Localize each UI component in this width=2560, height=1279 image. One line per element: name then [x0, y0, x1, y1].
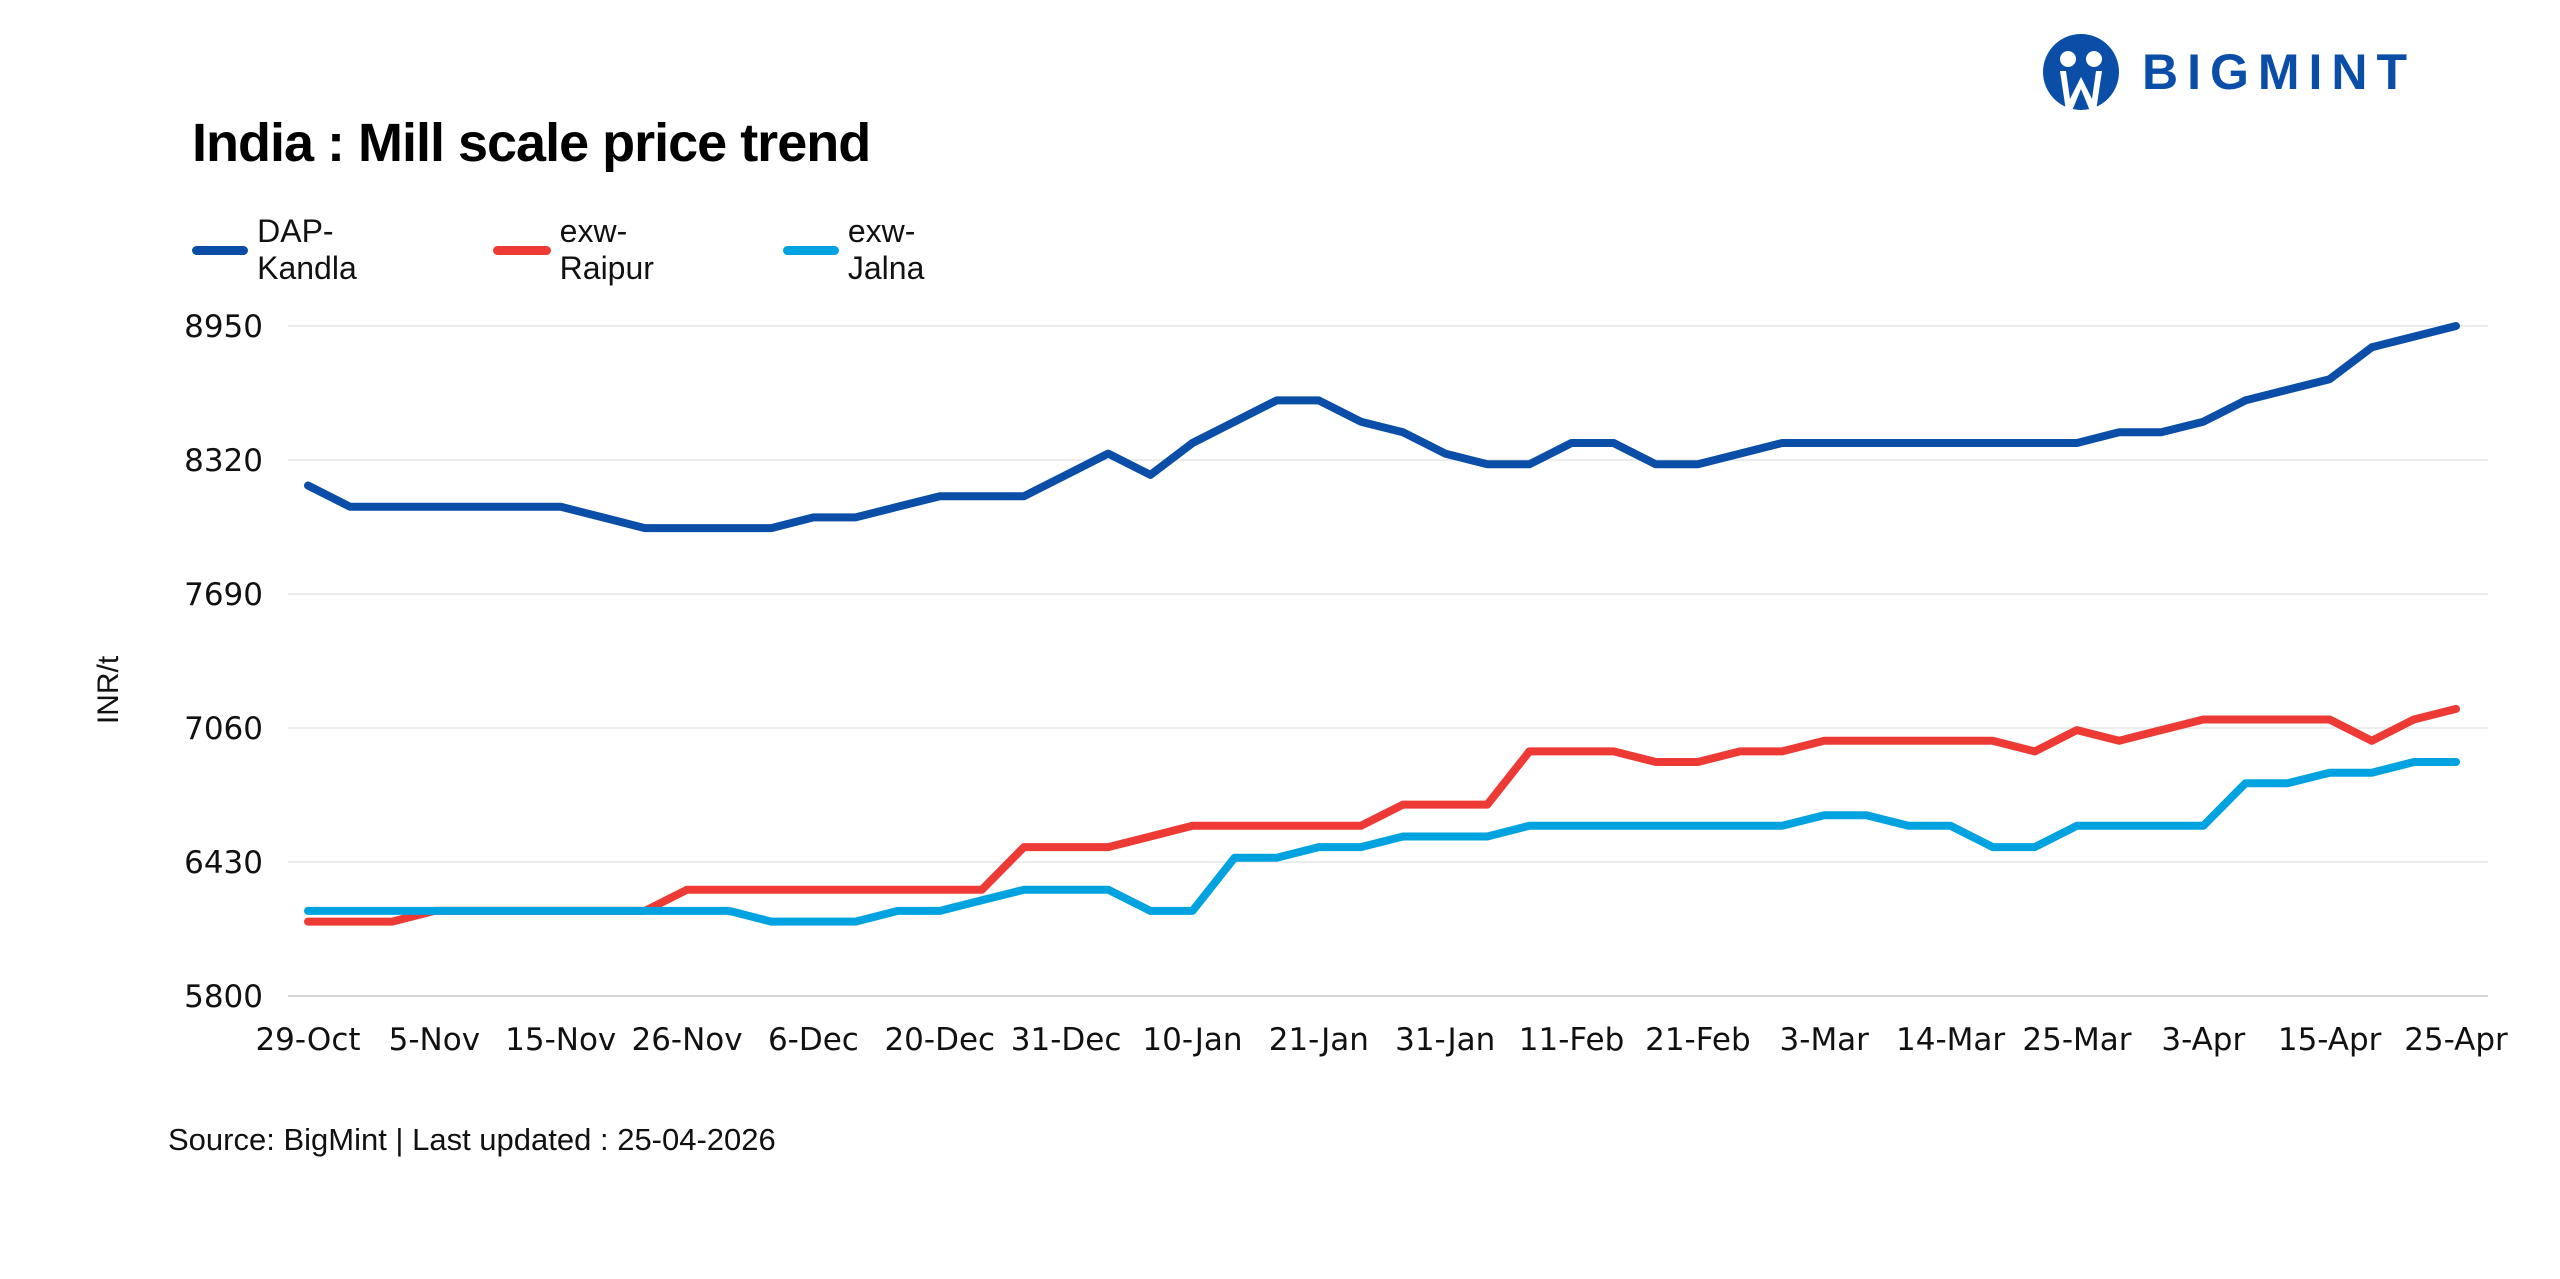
x-tick-label: 10-Jan [1142, 1022, 1242, 1058]
source-note: Source: BigMint | Last updated : 25-04-2… [168, 1122, 776, 1157]
x-tick-label: 11-Feb [1519, 1022, 1625, 1058]
x-tick-label: 15-Apr [2278, 1022, 2382, 1058]
legend-item-dap-kandla: DAP-Kandla [192, 213, 381, 286]
x-tick-label: 31-Dec [1011, 1022, 1122, 1058]
x-tick-label: 25-Apr [2404, 1022, 2508, 1058]
x-tick-label: 3-Mar [1780, 1022, 1870, 1058]
legend-label: exw-Raipur [559, 213, 654, 286]
x-tick-label: 29-Oct [255, 1022, 360, 1058]
y-tick-label: 7060 [184, 711, 263, 747]
x-tick-label: 21-Feb [1645, 1022, 1751, 1058]
x-tick-label: 26-Nov [631, 1022, 742, 1058]
legend-swatch [192, 245, 249, 255]
x-tick-label: 21-Jan [1269, 1022, 1369, 1058]
x-tick-label: 6-Dec [768, 1022, 859, 1058]
x-tick-label: 3-Apr [2161, 1022, 2245, 1058]
legend-label: DAP-Kandla [257, 213, 357, 286]
logo-text: BIGMINT [2142, 44, 2417, 100]
legend-label: exw-Jalna [847, 213, 925, 286]
x-tick-label: 31-Jan [1395, 1022, 1495, 1058]
series-line-exw-raipur [304, 704, 2460, 926]
y-tick-label: 5800 [184, 979, 263, 1015]
x-tick-label: 15-Nov [505, 1022, 616, 1058]
x-tick-label: 20-Dec [884, 1022, 995, 1058]
series-line-dap-kandla [304, 322, 2460, 533]
legend-item-exw-jalna: exw-Jalna [783, 213, 949, 286]
chart-title: India : Mill scale price trend [192, 113, 871, 173]
series-line-exw-jalna [304, 758, 2460, 926]
legend-swatch [493, 245, 551, 255]
logo-mark-icon [2043, 34, 2119, 111]
x-tick-label: 25-Mar [2022, 1022, 2131, 1058]
x-tick-label: 5-Nov [389, 1022, 480, 1058]
y-tick-label: 6430 [184, 845, 263, 881]
legend-swatch [783, 245, 839, 255]
y-axis-title: INR/t [92, 655, 125, 724]
legend-item-exw-raipur: exw-Raipur [493, 213, 676, 286]
y-tick-label: 8950 [184, 309, 263, 345]
x-tick-label: 14-Mar [1896, 1022, 2005, 1058]
y-tick-label: 8320 [184, 443, 263, 479]
y-tick-label: 7690 [184, 577, 263, 613]
bigmint-logo: BIGMINT [2042, 33, 2416, 111]
